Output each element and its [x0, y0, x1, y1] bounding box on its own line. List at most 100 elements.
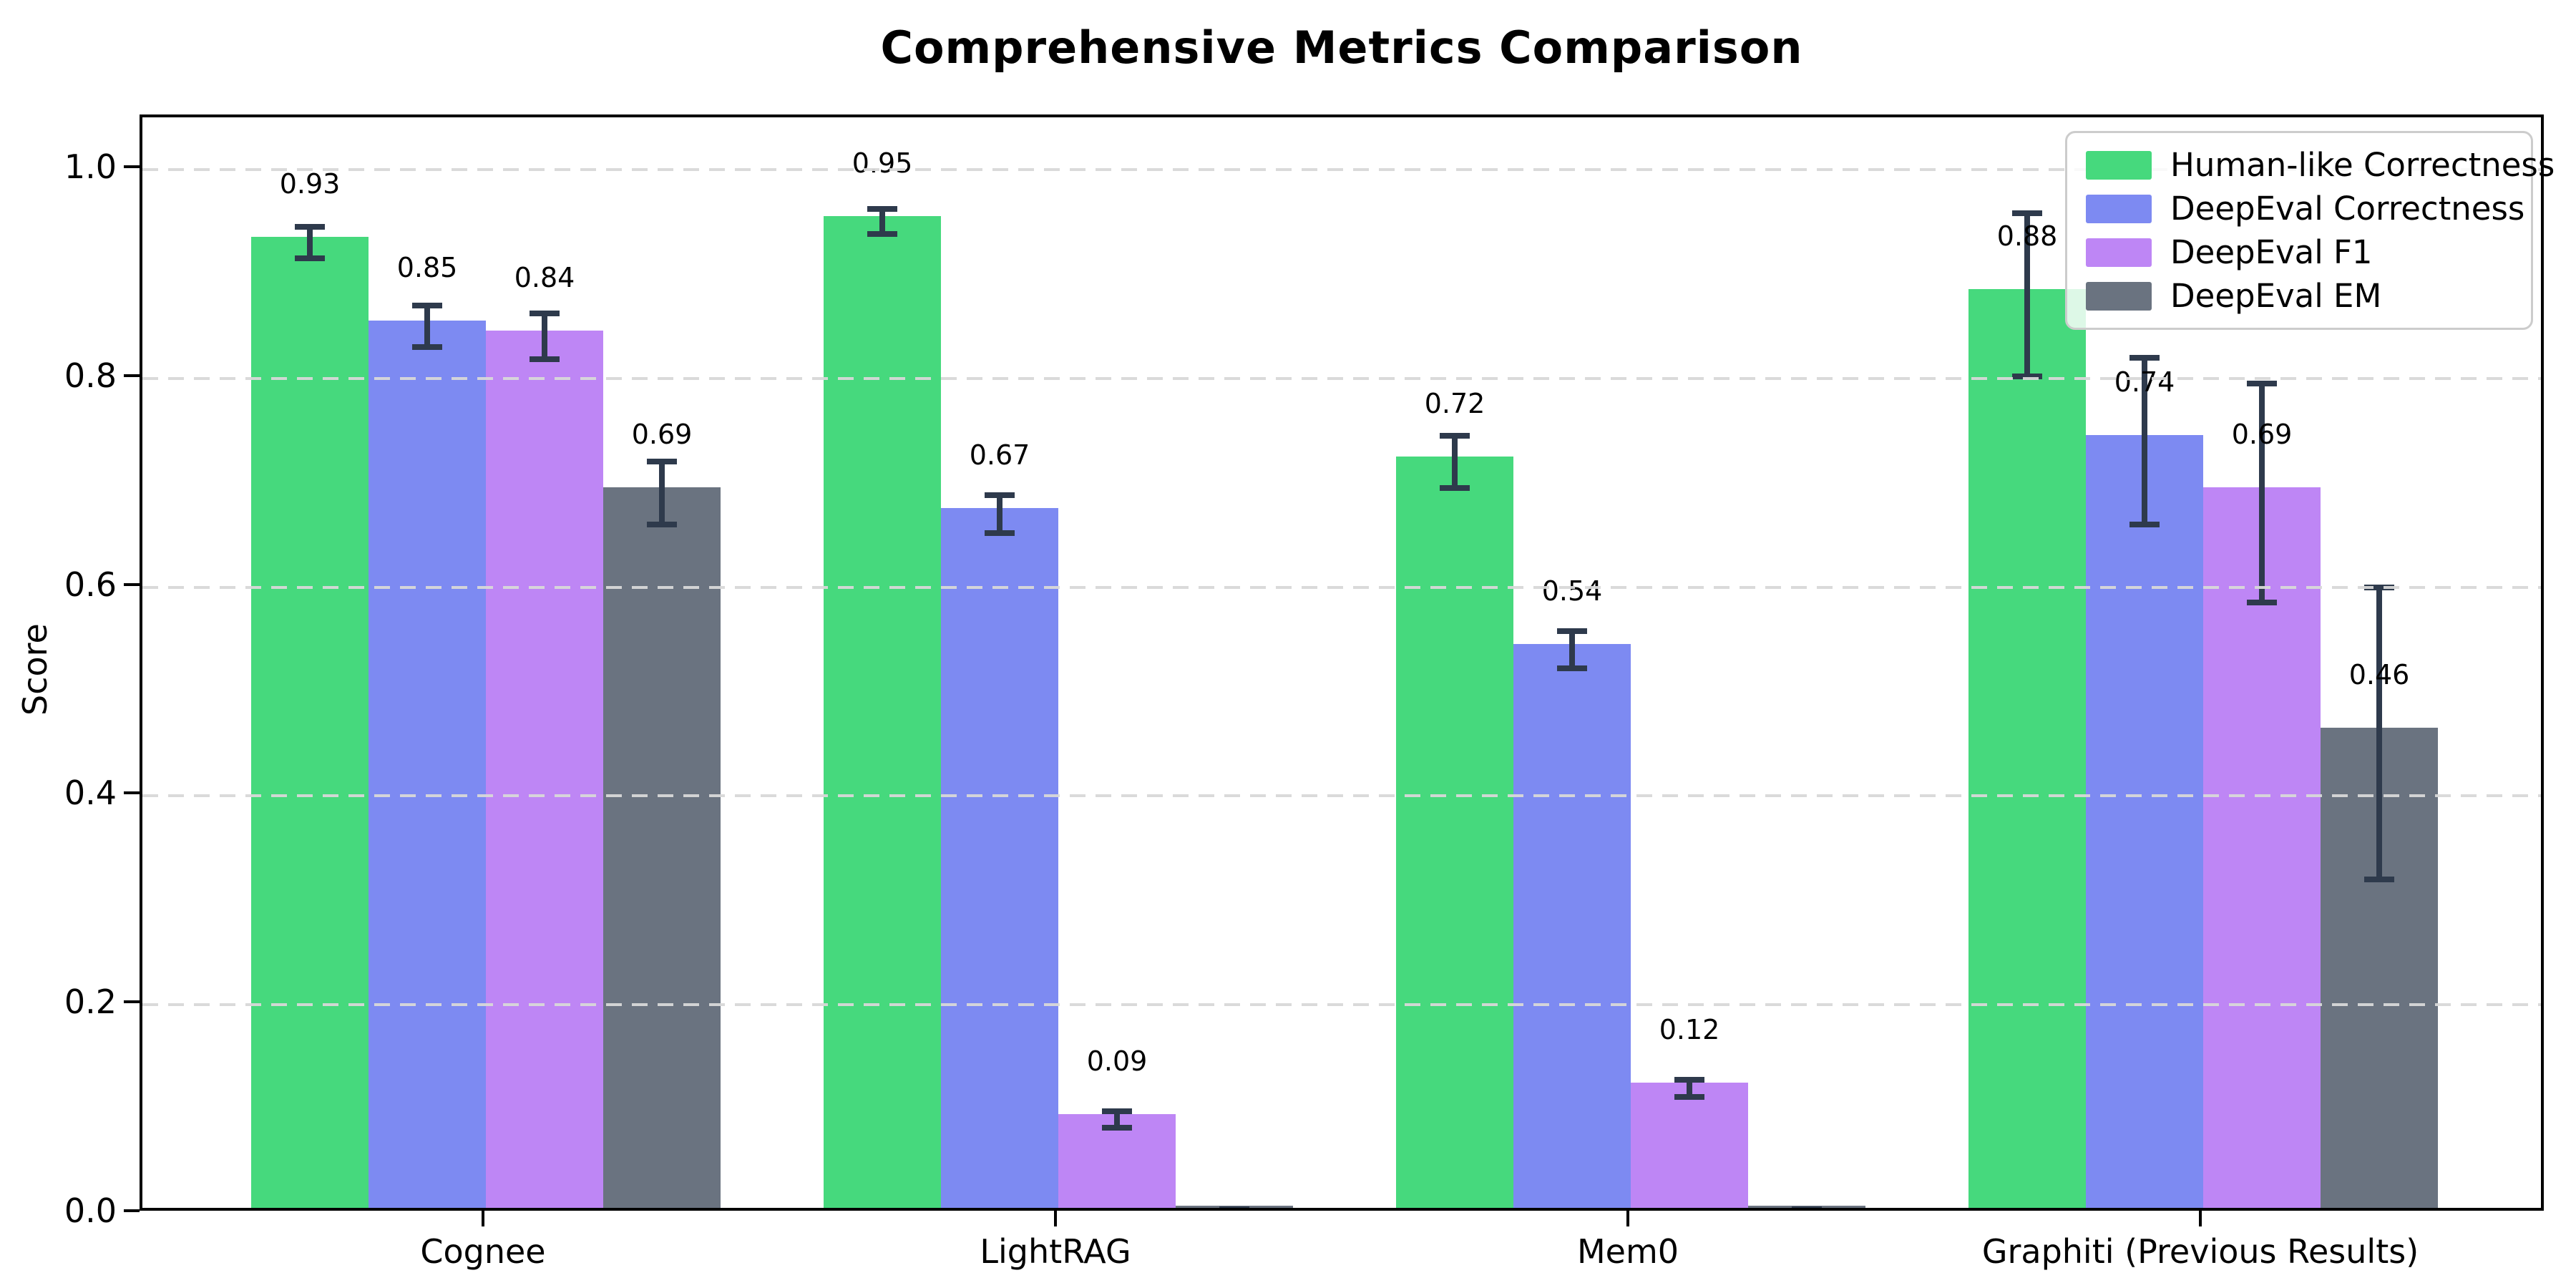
error-bar-cap-top — [2012, 210, 2042, 217]
error-bar-cap-top — [530, 311, 560, 317]
error-bar — [2376, 587, 2382, 880]
bar-deepeval-f1 — [1631, 1082, 1748, 1208]
x-tick-label: Mem0 — [1576, 1232, 1679, 1271]
legend-item: Human-like Correctness — [2086, 146, 2555, 184]
error-bar-cap-bottom — [985, 530, 1015, 536]
error-bar-cap-top — [1557, 628, 1587, 634]
error-bar-cap-bottom — [1557, 665, 1587, 672]
bar-human-like-correctness — [1968, 289, 2086, 1208]
bar-deepeval-correctness — [941, 508, 1058, 1208]
bar-deepeval-correctness — [1513, 644, 1631, 1208]
y-axis-label: Score — [16, 623, 54, 716]
error-bar — [2142, 357, 2147, 525]
legend-swatch — [2086, 281, 2152, 311]
error-bar-cap-bottom — [530, 356, 560, 363]
error-bar-cap-bottom — [2247, 600, 2277, 606]
error-bar — [997, 495, 1002, 533]
bar-deepeval-correctness — [2086, 435, 2203, 1208]
error-bar-cap-bottom — [1674, 1093, 1704, 1100]
bar-deepeval-f1 — [486, 331, 603, 1208]
error-bar-cap-bottom — [2012, 373, 2042, 379]
error-bar-cap-bottom — [1102, 1125, 1132, 1131]
bar-deepeval-em — [603, 487, 721, 1208]
legend-item: DeepEval F1 — [2086, 233, 2512, 271]
error-bar-cap-bottom — [412, 343, 442, 350]
y-tick-mark — [124, 1000, 140, 1004]
error-bar-cap-top — [1102, 1108, 1132, 1114]
y-tick-label: 1.0 — [64, 147, 117, 186]
y-tick-label: 0.0 — [64, 1191, 117, 1230]
x-tick-mark — [2199, 1211, 2202, 1226]
gridline — [142, 1003, 2541, 1007]
legend-label: DeepEval Correctness — [2170, 190, 2525, 228]
error-bar-cap-top — [1792, 1206, 1822, 1208]
legend-item: DeepEval EM — [2086, 277, 2512, 315]
y-tick-label: 0.2 — [64, 982, 117, 1022]
x-tick-label: LightRAG — [980, 1232, 1131, 1271]
bar-human-like-correctness — [824, 215, 941, 1208]
legend-item: DeepEval Correctness — [2086, 190, 2524, 228]
legend-swatch — [2086, 194, 2152, 223]
error-bar — [659, 462, 665, 525]
error-bar — [1569, 630, 1575, 669]
error-bar-cap-top — [985, 492, 1015, 499]
bar-value-label: 0.88 — [1996, 220, 2058, 253]
x-tick-mark — [482, 1211, 484, 1226]
error-bar — [1114, 1111, 1120, 1128]
error-bar-cap-bottom — [647, 522, 677, 528]
legend-label: DeepEval EM — [2170, 277, 2382, 315]
error-bar — [1804, 1209, 1810, 1211]
y-tick-mark — [124, 1209, 140, 1212]
bar-value-label: 0.12 — [1659, 1013, 1720, 1045]
error-bar-cap-top — [412, 302, 442, 308]
error-bar — [307, 227, 313, 258]
error-bar — [1231, 1209, 1237, 1211]
error-bar-cap-bottom — [867, 231, 897, 238]
legend-label: Human-like Correctness — [2170, 146, 2555, 184]
bar-value-label: 0.72 — [1424, 387, 1485, 419]
y-tick-mark — [124, 791, 140, 795]
legend-swatch — [2086, 150, 2152, 180]
gridline — [142, 794, 2541, 798]
error-bar-cap-top — [1674, 1077, 1704, 1083]
legend-swatch — [2086, 238, 2152, 267]
bar-value-label: 0.69 — [631, 419, 693, 451]
error-bar-cap-bottom — [2129, 522, 2160, 528]
x-tick-mark — [1054, 1211, 1057, 1226]
x-tick-label: Cognee — [420, 1232, 546, 1271]
x-tick-label: Graphiti (Previous Results) — [1981, 1232, 2419, 1271]
y-tick-label: 0.6 — [64, 565, 117, 604]
error-bar-cap-top — [1219, 1206, 1249, 1208]
bar-human-like-correctness — [251, 237, 369, 1208]
bar-value-label: 0.69 — [2231, 419, 2293, 451]
bar-value-label: 0.84 — [514, 262, 575, 294]
error-bar-cap-top — [647, 459, 677, 465]
bar-human-like-correctness — [1396, 456, 1513, 1208]
error-bar — [1687, 1080, 1692, 1097]
gridline — [142, 376, 2541, 380]
error-bar — [2259, 384, 2265, 603]
legend-label: DeepEval F1 — [2170, 233, 2373, 271]
error-bar-cap-bottom — [2364, 877, 2394, 883]
bar-value-label: 0.54 — [1541, 575, 1603, 608]
bar-value-label: 0.95 — [852, 147, 913, 179]
error-bar — [1452, 436, 1458, 488]
bar-value-label: 0.85 — [396, 251, 458, 283]
y-tick-label: 0.4 — [64, 774, 117, 813]
bar-deepeval-correctness — [369, 320, 486, 1208]
error-bar-cap-top — [295, 224, 325, 230]
y-tick-mark — [124, 165, 140, 168]
chart-title: Comprehensive Metrics Comparison — [880, 21, 1803, 74]
gridline — [142, 167, 2541, 171]
error-bar — [542, 313, 547, 360]
error-bar-cap-top — [2247, 381, 2277, 387]
y-tick-mark — [124, 374, 140, 377]
x-tick-mark — [1626, 1211, 1629, 1226]
error-bar — [879, 209, 885, 235]
bar-value-label: 0.67 — [969, 439, 1030, 472]
bar-value-label: 0.46 — [2348, 658, 2410, 691]
bar-value-label: 0.93 — [279, 168, 341, 200]
gridline — [142, 585, 2541, 589]
error-bar-cap-top — [1440, 433, 1470, 439]
